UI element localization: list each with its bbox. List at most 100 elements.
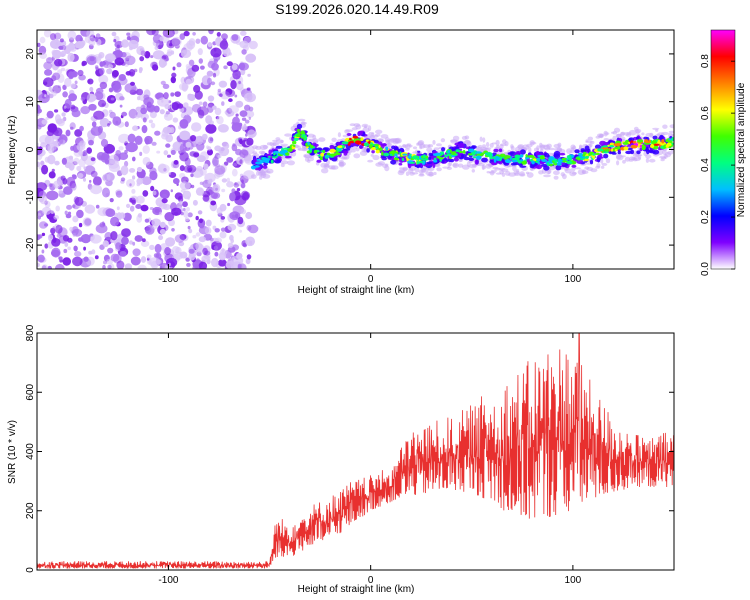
noise-speckle (55, 263, 65, 269)
noise-speckle (69, 180, 77, 189)
ridge-halo (585, 139, 589, 143)
ridge-body (555, 165, 562, 171)
noise-speckle (44, 243, 49, 249)
ridge-core (554, 160, 557, 164)
ridge-core (250, 165, 256, 170)
colorbar-tick-label: 0.8 (700, 54, 711, 68)
noise-speckle (121, 236, 129, 245)
ridge-core (630, 140, 634, 143)
noise-speckle (55, 114, 61, 123)
noise-speckle (233, 182, 239, 188)
noise-speckle (52, 91, 57, 97)
ridge-body (659, 134, 664, 140)
ridge-core (283, 147, 289, 150)
noise-speckle (165, 111, 170, 115)
ridge-halo (301, 121, 306, 126)
ridge-core (665, 144, 669, 148)
ridge-body (603, 142, 609, 146)
ridge-body (584, 145, 590, 151)
ridge-core (301, 133, 306, 138)
noise-speckle (152, 64, 159, 71)
noise-speckle (231, 168, 238, 177)
ridge-halo (491, 142, 497, 145)
noise-speckle (141, 176, 152, 186)
snr-x-label: Height of straight line (km) (298, 584, 415, 595)
ridge-halo (570, 147, 575, 150)
ridge-body (481, 157, 488, 163)
ridge-core (285, 152, 290, 156)
ridge-core (631, 145, 638, 149)
noise-speckle (51, 168, 55, 173)
noise-speckle (99, 117, 110, 128)
ridge-halo (666, 151, 674, 155)
noise-speckle (231, 63, 238, 71)
noise-speckle (104, 159, 110, 165)
ridge-core (438, 157, 445, 160)
noise-speckle (235, 113, 239, 117)
ridge-body (343, 148, 351, 151)
noise-speckle (150, 55, 154, 59)
noise-speckle (130, 81, 135, 86)
noise-speckle (88, 36, 96, 47)
ridge-halo (586, 166, 594, 171)
ridge-halo (562, 173, 567, 180)
noise-speckle (63, 105, 67, 109)
noise-speckle (149, 170, 158, 181)
noise-speckle (49, 183, 53, 188)
ridge-core (657, 139, 661, 144)
noise-speckle (129, 240, 133, 245)
noise-speckle (89, 234, 102, 244)
ridge-halo (641, 132, 645, 136)
noise-speckle (197, 48, 203, 56)
noise-speckle (208, 120, 214, 125)
noise-speckle (119, 251, 127, 257)
ridge-body (345, 144, 351, 150)
noise-speckle (184, 106, 194, 116)
noise-speckle (245, 211, 253, 220)
ridge-halo (457, 163, 464, 168)
noise-speckle (188, 94, 196, 101)
ridge-core (557, 158, 562, 163)
noise-speckle (241, 125, 248, 131)
ridge-body (428, 152, 434, 157)
ridge-body (474, 159, 479, 165)
noise-speckle (240, 208, 247, 215)
colorbar-gradient (711, 30, 735, 269)
noise-speckle (207, 148, 213, 156)
ridge-core (661, 139, 665, 144)
noise-speckle (80, 106, 91, 115)
noise-speckle (193, 152, 200, 158)
ridge-halo (350, 146, 358, 150)
ridge-halo (514, 172, 520, 176)
noise-speckle (198, 261, 208, 269)
noise-speckle (110, 97, 115, 101)
ridge-core (265, 159, 270, 164)
ridge-halo (330, 142, 334, 146)
noise-speckle (60, 118, 65, 124)
noise-speckle (157, 164, 170, 174)
ridge-halo (458, 159, 462, 163)
ridge-halo (645, 132, 654, 137)
ridge-halo (634, 128, 642, 134)
ridge-body (284, 155, 292, 159)
ridge-core (602, 145, 609, 148)
noise-speckle (219, 93, 223, 97)
ridge-core (475, 151, 482, 154)
ridge-halo (488, 171, 496, 174)
ridge-core (577, 152, 583, 156)
noise-speckle (106, 68, 113, 75)
noise-speckle (185, 78, 192, 85)
noise-speckle (179, 181, 191, 191)
ridge-core (375, 149, 380, 154)
noise-speckle (83, 177, 86, 182)
noise-speckle (179, 33, 186, 40)
noise-speckle (227, 202, 231, 207)
ridge-body (498, 148, 503, 153)
noise-speckle (124, 263, 132, 269)
noise-speckle (142, 156, 151, 166)
noise-speckle (71, 109, 81, 118)
ridge-core (585, 155, 589, 159)
x-tick-label: -100 (158, 274, 178, 285)
ridge-halo (553, 170, 560, 175)
noise-speckle (105, 53, 116, 62)
